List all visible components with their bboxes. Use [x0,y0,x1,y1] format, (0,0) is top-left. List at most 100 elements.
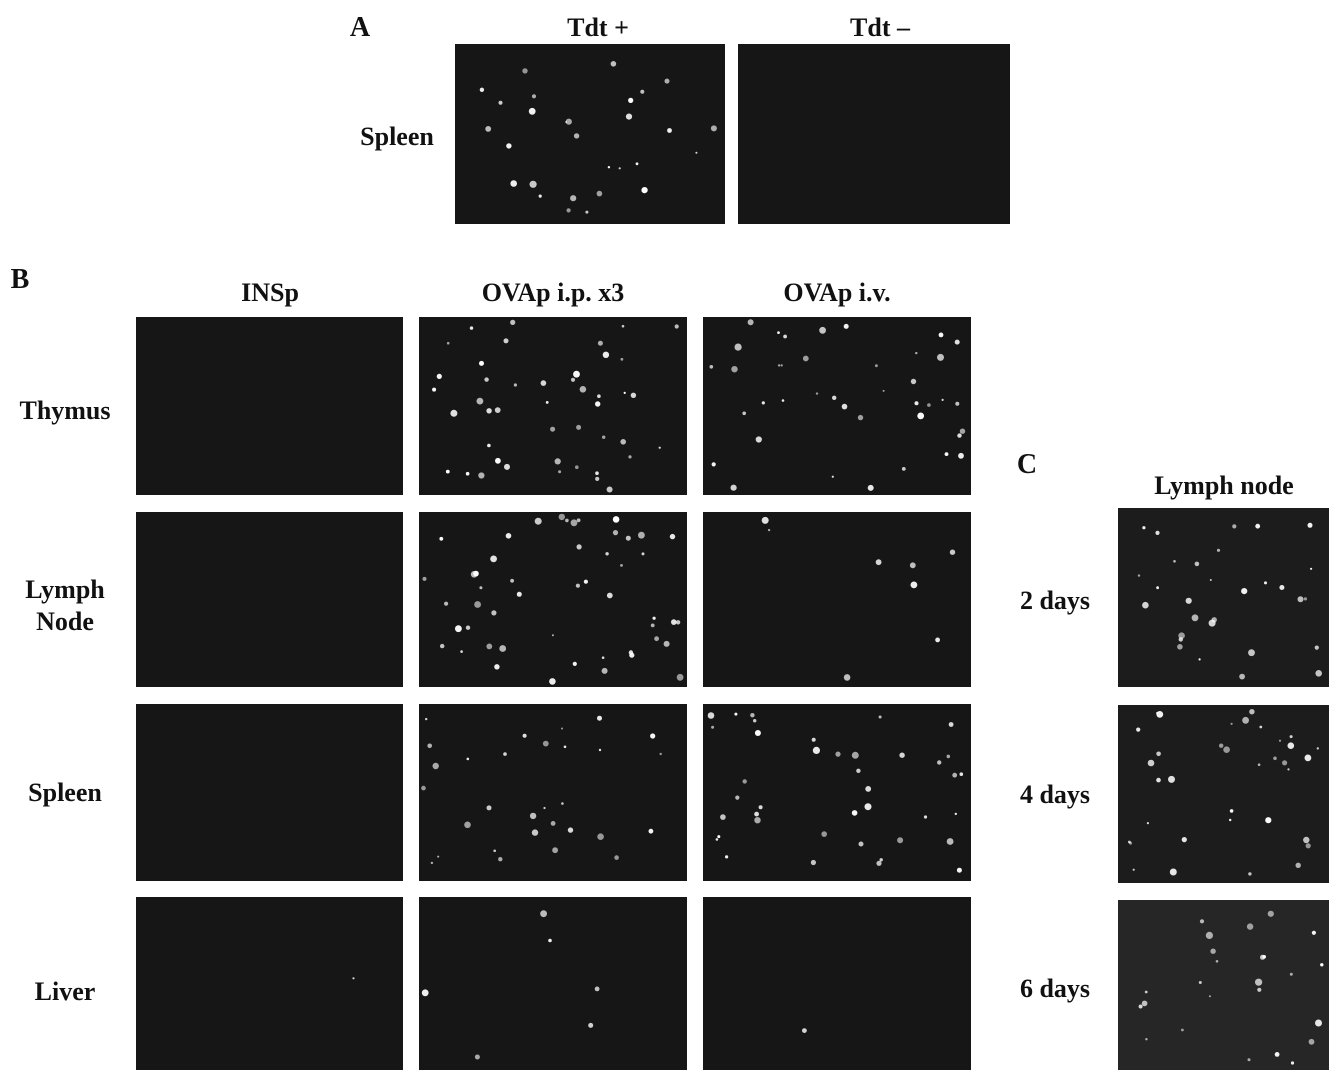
cell-spot [599,749,601,751]
cell-spot [499,101,503,105]
cell-spot [1231,723,1233,725]
cell-spot [561,802,564,805]
cell-spot [924,815,927,818]
cell-spot [768,529,770,531]
cell-spot [1133,869,1135,871]
cell-spot [602,668,608,674]
panel-label: B [11,264,30,296]
cell-spot [957,868,962,873]
cell-spot [1209,995,1211,997]
cell-spot [777,331,780,334]
cell-spot [782,399,785,402]
cell-spot [620,564,623,567]
column-header: OVAp i.p. x3 [482,277,625,309]
cell-spot [816,392,818,394]
micrograph-field [1118,900,1329,1070]
cell-spot [477,398,484,405]
cell-spot [1232,524,1236,528]
cell-spot [491,610,496,615]
cell-spot [551,821,556,826]
cell-spot [1178,632,1185,639]
cell-spot [754,812,759,817]
cell-spot [1241,588,1247,594]
cell-spot [935,638,940,643]
cell-spot [875,364,878,367]
cell-spot [725,855,728,858]
cell-spot [504,338,509,343]
cell-spot [503,752,507,756]
cell-spot [821,831,827,837]
cell-spot [1200,919,1204,923]
cell-spot [915,401,919,405]
cell-spot [659,447,661,449]
cell-spot [731,366,737,372]
cell-spot [619,167,621,169]
cell-spot [812,738,816,742]
cell-spot [1315,670,1322,677]
micrograph [1118,900,1329,1070]
cell-spot [598,341,603,346]
row-label: Liver [35,976,96,1008]
cell-spot [1156,778,1161,783]
cell-spot [762,517,769,524]
micrograph-field [419,704,687,881]
cell-spot [550,427,555,432]
cell-spot [735,344,742,351]
cell-spot [514,383,517,386]
cell-spot [1315,1020,1322,1027]
cell-spot [1296,863,1301,868]
cell-spot [710,365,714,369]
cell-spot [555,458,561,464]
cell-spot [735,796,739,800]
cell-spot [1282,760,1287,765]
cell-spot [1138,574,1140,576]
cell-spot [852,752,859,759]
cell-spot [937,760,941,764]
cell-spot [1279,740,1281,742]
cell-spot [546,401,549,404]
cell-spot [567,208,571,212]
cell-spot [1279,585,1284,590]
cell-spot [1290,973,1293,976]
cell-spot [1142,602,1149,609]
cell-spot [626,536,631,541]
cell-spot [510,180,517,187]
cell-spot [844,674,851,681]
cell-spot [949,722,954,727]
cell-spot [1259,726,1262,729]
row-label: 4 days [1020,779,1090,811]
cell-spot [759,805,763,809]
row-label: Lymph Node [10,574,120,638]
micrograph [738,44,1010,224]
micrograph [703,512,971,687]
cell-spot [597,833,604,840]
cell-spot [852,810,858,816]
cell-spot [1177,644,1183,650]
cell-spot [552,634,554,636]
cell-spot [1186,598,1192,604]
cell-spot [1242,717,1249,724]
micrograph [703,317,971,495]
cell-spot [607,593,613,599]
cell-spot [1142,1001,1148,1007]
cell-spot [576,425,581,430]
cell-spot [510,320,515,325]
cell-spot [654,636,659,641]
cell-spot [1173,560,1176,563]
cell-spot [529,108,536,115]
cell-spot [570,195,576,201]
cell-spot [1305,755,1312,762]
cell-spot [712,462,716,466]
cell-spot [1248,1058,1251,1061]
cell-spot [1317,747,1319,749]
cell-spot [1265,817,1271,823]
cell-spot [753,719,756,722]
cell-spot [960,772,964,776]
cell-spot [532,94,536,98]
cell-spot [486,644,492,650]
cell-spot [558,470,561,473]
cell-spot [762,401,765,404]
cell-spot [1290,735,1293,738]
cell-spot [487,805,492,810]
cell-spot [548,939,552,943]
